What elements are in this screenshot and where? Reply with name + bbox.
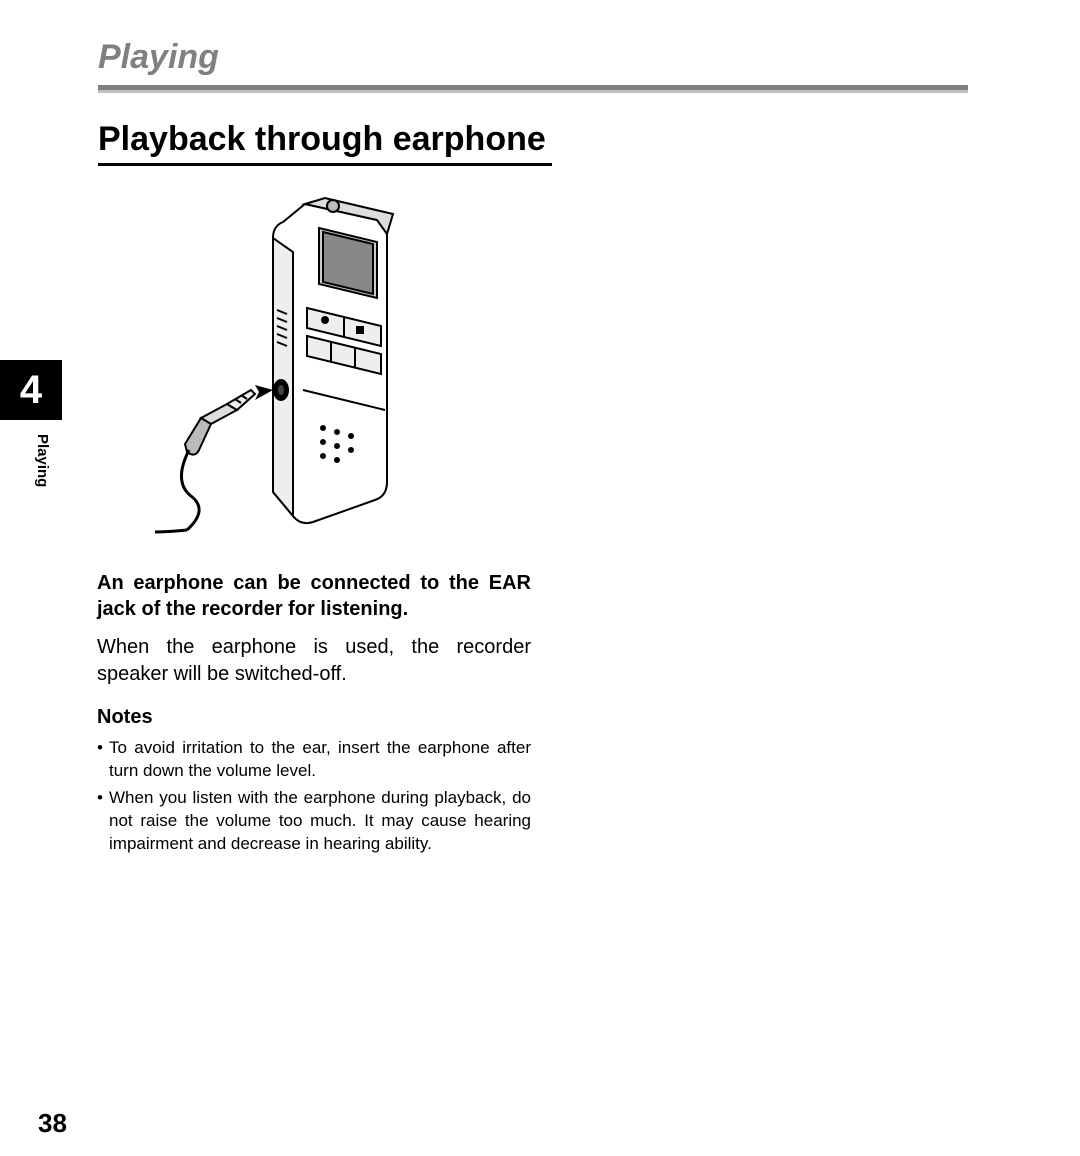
manual-page: Playing Playback through earphone 4 Play… (0, 0, 1080, 1156)
lead-paragraph: An earphone can be connected to the EAR … (97, 570, 531, 622)
section-title: Playing (98, 38, 968, 77)
header-rule (98, 85, 968, 93)
side-section-label: Playing (34, 434, 51, 487)
recorder-earphone-illustration (155, 190, 455, 536)
content-column: An earphone can be connected to the EAR … (97, 570, 531, 860)
body-paragraph: When the earphone is used, the recorder … (97, 634, 531, 688)
page-number: 38 (38, 1108, 67, 1139)
page-header: Playing (98, 38, 968, 93)
note-item: When you listen with the earphone during… (97, 787, 531, 856)
chapter-tab: 4 (0, 360, 62, 420)
note-item: To avoid irritation to the ear, insert t… (97, 737, 531, 783)
notes-heading: Notes (97, 706, 531, 729)
subsection-title: Playback through earphone (98, 120, 552, 166)
notes-list: To avoid irritation to the ear, insert t… (97, 737, 531, 856)
